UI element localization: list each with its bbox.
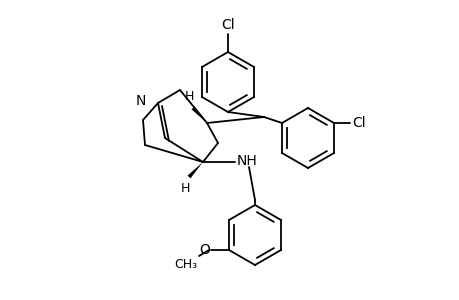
Polygon shape xyxy=(187,162,202,178)
Text: H: H xyxy=(184,90,193,103)
Text: Cl: Cl xyxy=(221,18,234,32)
Text: NH: NH xyxy=(236,154,257,168)
Text: N: N xyxy=(135,94,146,108)
Text: Cl: Cl xyxy=(351,116,365,130)
Text: O: O xyxy=(199,243,210,257)
Text: CH₃: CH₃ xyxy=(174,258,196,271)
Text: H: H xyxy=(180,182,189,195)
Polygon shape xyxy=(191,106,207,123)
